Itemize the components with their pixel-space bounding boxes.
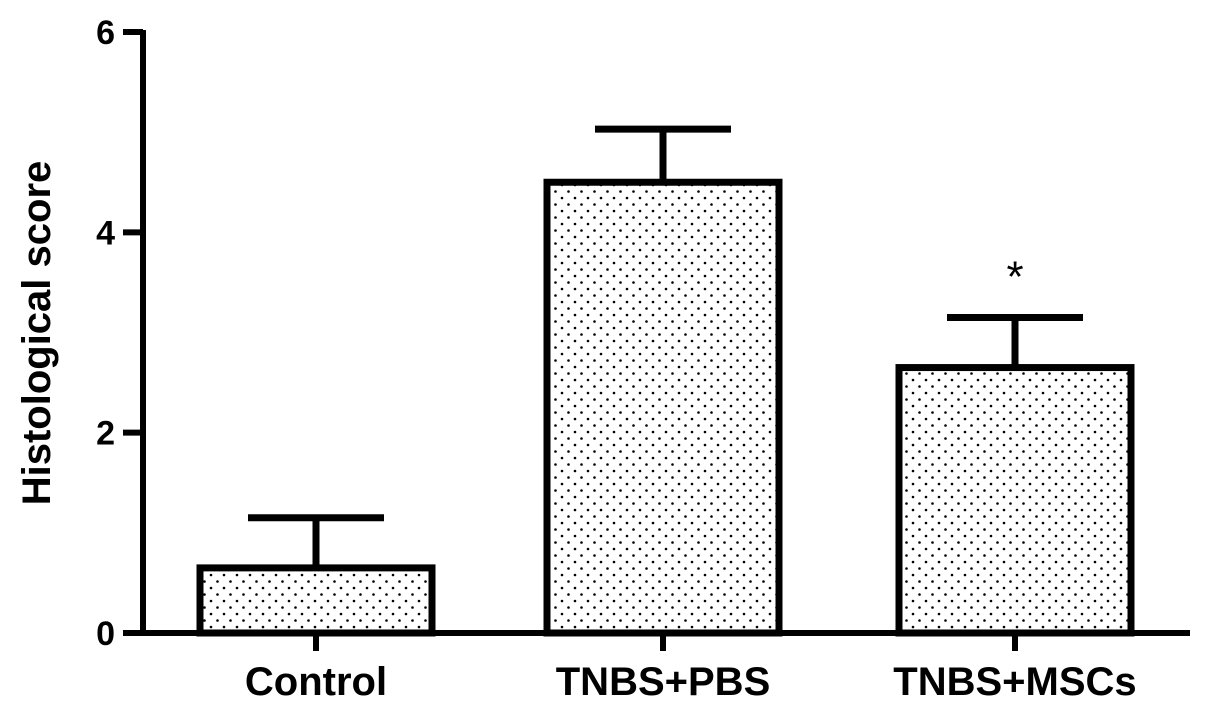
- bar-1: [543, 178, 783, 637]
- labels: 0 2 4 6 Control TNBS+PBS TNBS+MSCs *: [96, 14, 1137, 704]
- bar-2: [895, 364, 1135, 637]
- x-tick-label-0: Control: [245, 660, 387, 704]
- x-tick-label-2: TNBS+MSCs: [893, 660, 1136, 704]
- y-tick-label-3: 6: [96, 14, 115, 52]
- y-tick-label-2: 4: [96, 214, 115, 252]
- bars: [196, 125, 1135, 637]
- y-tick-label-1: 2: [96, 415, 115, 453]
- bar-0: [196, 564, 436, 637]
- significance-annotation-2: *: [1006, 252, 1023, 301]
- y-axis-title: Histological score: [15, 161, 59, 506]
- y-tick-label-0: 0: [96, 615, 115, 653]
- x-tick-label-1: TNBS+PBS: [556, 660, 771, 704]
